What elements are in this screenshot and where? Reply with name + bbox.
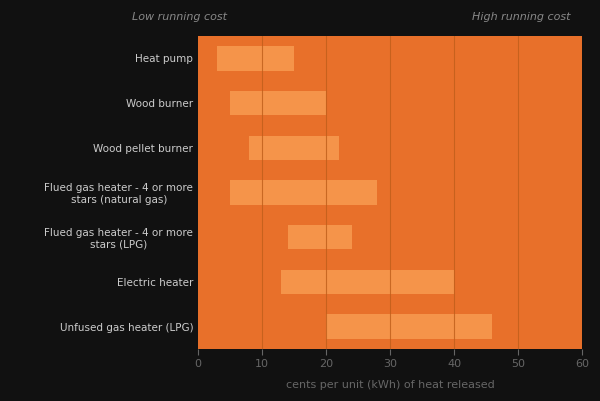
X-axis label: cents per unit (kWh) of heat released: cents per unit (kWh) of heat released	[286, 381, 494, 391]
Bar	[198, 81, 582, 126]
Bar	[326, 314, 493, 339]
Bar	[230, 91, 326, 115]
Bar	[198, 259, 582, 304]
Bar	[287, 225, 352, 249]
Bar	[198, 36, 582, 81]
Bar	[198, 304, 582, 349]
Bar	[198, 215, 582, 259]
Bar	[230, 180, 377, 205]
Text: High running cost: High running cost	[472, 12, 570, 22]
Bar	[249, 136, 339, 160]
Bar	[198, 126, 582, 170]
Bar	[281, 269, 454, 294]
Bar	[217, 46, 294, 71]
Text: Low running cost: Low running cost	[133, 12, 227, 22]
Bar	[198, 170, 582, 215]
